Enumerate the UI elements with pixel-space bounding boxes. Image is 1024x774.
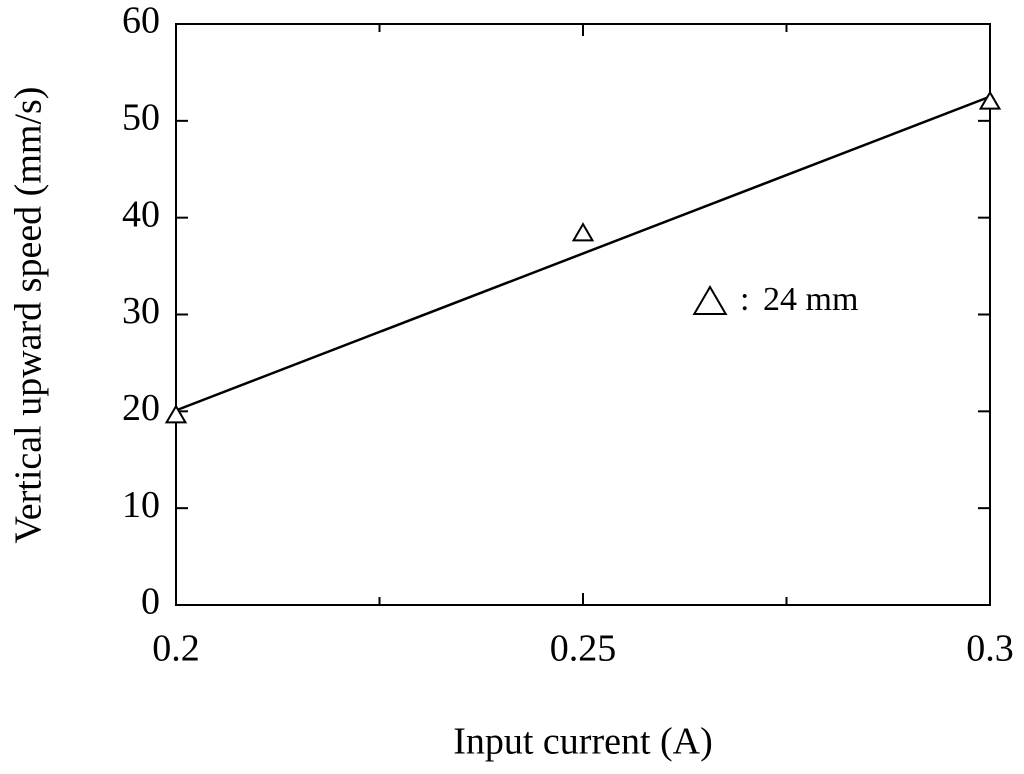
y-tick-label: 20 (122, 387, 160, 429)
plot-frame (175, 23, 991, 606)
y-tick-label: 40 (122, 193, 160, 235)
y-tick-label: 60 (122, 0, 160, 42)
y-tick-label: 50 (122, 97, 160, 139)
x-axis-label: Input current (A) (453, 721, 713, 763)
y-tick-label: 30 (122, 290, 160, 332)
legend-separator: : (740, 281, 749, 318)
y-tick-label: 10 (122, 484, 160, 526)
x-tick-label: 0.2 (152, 628, 200, 670)
data-point (571, 222, 595, 242)
x-tick-label: 0.25 (550, 628, 617, 670)
data-point (164, 404, 188, 424)
legend-label: 24 mm (763, 281, 858, 318)
data-point (978, 90, 1002, 110)
fit-line (175, 95, 991, 412)
x-tick-label: 0.3 (966, 628, 1014, 670)
y-tick-label: 0 (141, 581, 160, 623)
legend-marker (692, 285, 728, 315)
y-axis-label: Vertical upward speed (mm/s) (8, 87, 50, 544)
